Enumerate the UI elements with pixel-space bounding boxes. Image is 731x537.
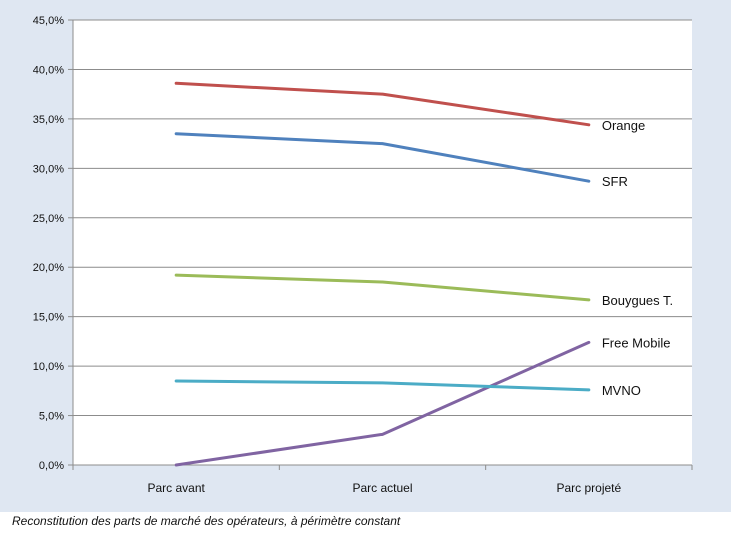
x-tick-label: Parc projeté [556, 481, 621, 495]
chart: 0,0% 5,0% 10,0% 15,0% 20,0% 25,0% 30,0% 35,0% 40… [0, 0, 731, 512]
series-label-orange: Orange [602, 118, 645, 133]
y-tick-label: 30,0% [33, 163, 64, 175]
series-line-mvno [174, 379, 591, 392]
y-tick-label: 5,0% [39, 411, 64, 423]
series-lines [174, 81, 591, 467]
series-label-bouygues-t: Bouygues T. [602, 293, 673, 308]
series-labels: Orange SFR Bouygues T. Free Mobile MVNO [602, 118, 673, 398]
x-tick-label: Parc avant [147, 481, 205, 495]
series-line-orange [174, 81, 591, 127]
series-label-free-mobile: Free Mobile [602, 335, 671, 350]
y-tick-label: 0,0% [39, 460, 64, 472]
y-axis-ticks: 0,0% 5,0% 10,0% 15,0% 20,0% 25,0% 30,0% 35,0% 40… [33, 15, 73, 472]
figure-caption: Reconstitution des parts de marché des o… [12, 514, 401, 528]
series-label-mvno: MVNO [602, 383, 641, 398]
x-axis: Parc avant Parc actuel Parc projeté [72, 20, 693, 495]
y-tick-label: 40,0% [33, 64, 64, 76]
y-tick-label: 15,0% [33, 312, 64, 324]
series-line-bouygues-t [174, 273, 591, 302]
y-tick-label: 35,0% [33, 114, 64, 126]
grid-lines [73, 19, 692, 417]
series-line-sfr [174, 132, 591, 183]
x-tick-label: Parc actuel [352, 481, 412, 495]
y-tick-label: 45,0% [33, 15, 64, 27]
series-line-free-mobile [174, 340, 591, 467]
plot-area [73, 20, 692, 465]
y-tick-label: 10,0% [33, 361, 64, 373]
series-label-sfr: SFR [602, 174, 628, 189]
y-tick-label: 20,0% [33, 262, 64, 274]
y-tick-label: 25,0% [33, 213, 64, 225]
